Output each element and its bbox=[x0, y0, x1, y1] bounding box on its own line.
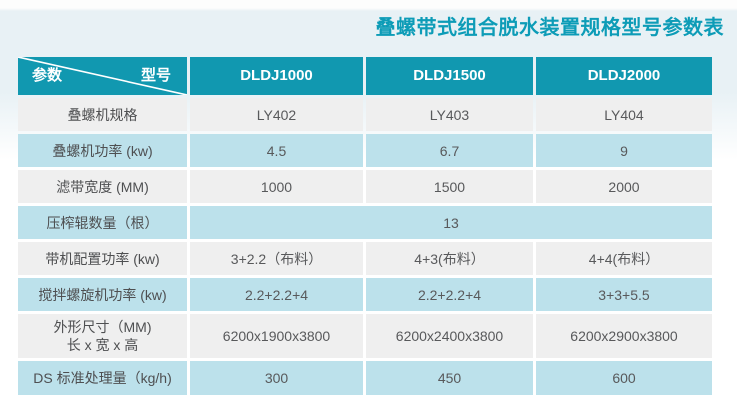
row-label: 叠螺机功率 (kw) bbox=[18, 134, 187, 167]
table-cell: 3+2.2（布料） bbox=[190, 242, 363, 275]
table-cell: 4+3(布料） bbox=[366, 242, 533, 275]
table-cell: 1000 bbox=[190, 170, 363, 203]
table-cell: 2.2+2.2+4 bbox=[366, 278, 533, 311]
table-cell: 9 bbox=[536, 134, 712, 167]
column-header-dldj2000: DLDJ2000 bbox=[536, 57, 712, 95]
table-cell: 6200x2900x3800 bbox=[536, 314, 712, 358]
table-cell: 1500 bbox=[366, 170, 533, 203]
corner-param-label: 参数 bbox=[32, 67, 63, 84]
row-label: 叠螺机规格 bbox=[18, 98, 187, 131]
table-cell: 6200x1900x3800 bbox=[190, 314, 363, 358]
table-cell: 4+4(布料） bbox=[536, 242, 712, 275]
table-cell: 2.2+2.2+4 bbox=[190, 278, 363, 311]
table-cell: LY402 bbox=[190, 98, 363, 131]
row-label: 搅拌螺旋机功率 (kw) bbox=[18, 278, 187, 311]
column-header-dldj1500: DLDJ1500 bbox=[366, 57, 533, 95]
table-cell: 600 bbox=[536, 361, 712, 395]
row-label: DS 标准处理量（kg/h) bbox=[18, 361, 187, 395]
row-label: 外形尺寸（MM) 长 x 宽 x 高 bbox=[18, 314, 187, 358]
table-cell: 3+3+5.5 bbox=[536, 278, 712, 311]
row-label: 滤带宽度 (MM) bbox=[18, 170, 187, 203]
table-cell: 4.5 bbox=[190, 134, 363, 167]
table-cell: LY403 bbox=[366, 98, 533, 131]
table-cell-merged: 13 bbox=[190, 206, 712, 239]
table-cell: 300 bbox=[190, 361, 363, 395]
corner-model-label: 型号 bbox=[140, 67, 171, 84]
diagonal-line bbox=[18, 57, 187, 95]
column-header-dldj1000: DLDJ1000 bbox=[190, 57, 363, 95]
row-label: 压榨辊数量（根） bbox=[18, 206, 187, 239]
table-cell: LY404 bbox=[536, 98, 712, 131]
table-cell: 2000 bbox=[536, 170, 712, 203]
table-cell: 450 bbox=[366, 361, 533, 395]
row-label: 带机配置功率 (kw) bbox=[18, 242, 187, 275]
table-cell: 6200x2400x3800 bbox=[366, 314, 533, 358]
row-label-line2: 长 x 宽 x 高 bbox=[66, 337, 139, 353]
spec-table: 参数 型号 DLDJ1000 DLDJ1500 DLDJ2000 叠螺机规格 L… bbox=[18, 57, 712, 395]
table-corner-cell: 参数 型号 bbox=[18, 57, 187, 95]
row-label-line1: 外形尺寸（MM) bbox=[53, 319, 152, 335]
table-cell: 6.7 bbox=[366, 134, 533, 167]
page-title: 叠螺带式组合脱水装置规格型号参数表 bbox=[375, 17, 724, 39]
